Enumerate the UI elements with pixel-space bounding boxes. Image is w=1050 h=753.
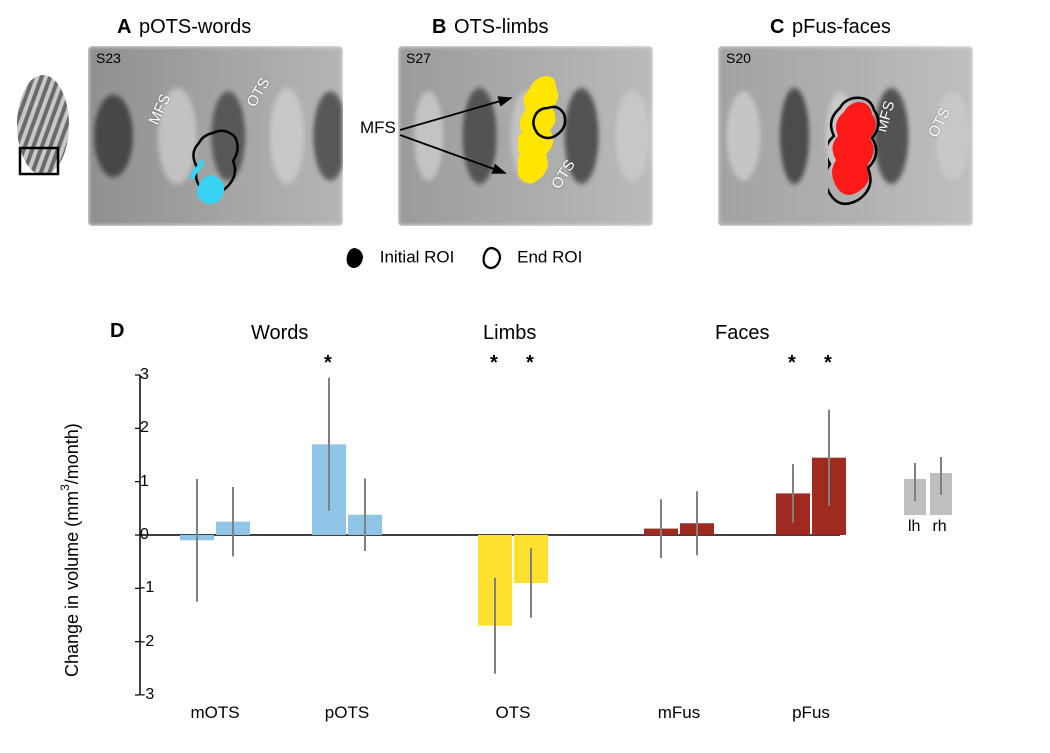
panel-b-arrows [395, 95, 545, 195]
panel-b-mfs: MFS [360, 118, 396, 138]
legend-lhrh [900, 455, 960, 515]
inset-brain [8, 70, 78, 190]
significance-star: * [788, 352, 796, 375]
panel-c-roi [828, 96, 908, 216]
ytick-label: 0 [140, 526, 146, 544]
panel-a-subject: S23 [96, 50, 121, 66]
panel-b-letter: B [432, 16, 446, 39]
roi-legend: Initial ROI End ROI [345, 246, 582, 270]
xtick-label: pFus [792, 703, 830, 723]
ytick-label: -1 [140, 579, 146, 597]
roi-legend-initial: Initial ROI [345, 246, 454, 270]
panel-c-subject: S20 [726, 50, 751, 66]
legend-lh-label: lh [908, 518, 920, 536]
category-title: Words [251, 322, 308, 345]
panel-a-letter: A [117, 16, 131, 39]
panel-c-letter: C [770, 16, 784, 39]
significance-star: * [824, 352, 832, 375]
panel-a-brain: S23 MFS OTS [88, 46, 343, 226]
chart-ylabel: Change in volume (mm3/month) [58, 400, 83, 700]
panel-d-letter: D [110, 320, 124, 343]
category-title: Faces [715, 322, 769, 345]
legend-lhrh-labels: lh rh [908, 518, 947, 536]
bar-chart: -3 -2 -1 0 1 2 3 mOTS pOTS OTS mFus pFus [110, 355, 850, 730]
figure-root: A pOTS-words S23 MFS OTS B OTS-limbs S27… [0, 0, 1050, 753]
panel-a-title: pOTS-words [139, 16, 251, 39]
roi-legend-initial-label: Initial ROI [380, 247, 455, 266]
ytick-label: -3 [140, 686, 146, 704]
xtick-label: OTS [496, 703, 531, 723]
panel-a-roi-fill [189, 159, 224, 204]
ytick-label: 2 [140, 419, 146, 437]
roi-legend-end: End ROI [482, 246, 582, 270]
category-title: Limbs [483, 322, 536, 345]
roi-legend-end-label: End ROI [517, 247, 582, 266]
panel-b-title: OTS-limbs [454, 16, 548, 39]
xtick-label: mFus [658, 703, 701, 723]
ytick-label: -2 [140, 633, 146, 651]
panel-b-subject: S27 [406, 50, 431, 66]
legend-rh-label: rh [932, 518, 946, 536]
panel-c-title: pFus-faces [792, 16, 891, 39]
ytick-label: 1 [140, 473, 146, 491]
significance-star: * [526, 352, 534, 375]
xtick-label: pOTS [325, 703, 369, 723]
significance-star: * [490, 352, 498, 375]
significance-star: * [324, 352, 332, 375]
ytick-label: 3 [140, 366, 146, 384]
panel-c-brain: S20 MFS OTS [718, 46, 973, 226]
xtick-label: mOTS [190, 703, 239, 723]
panel-a-roi [183, 121, 263, 221]
